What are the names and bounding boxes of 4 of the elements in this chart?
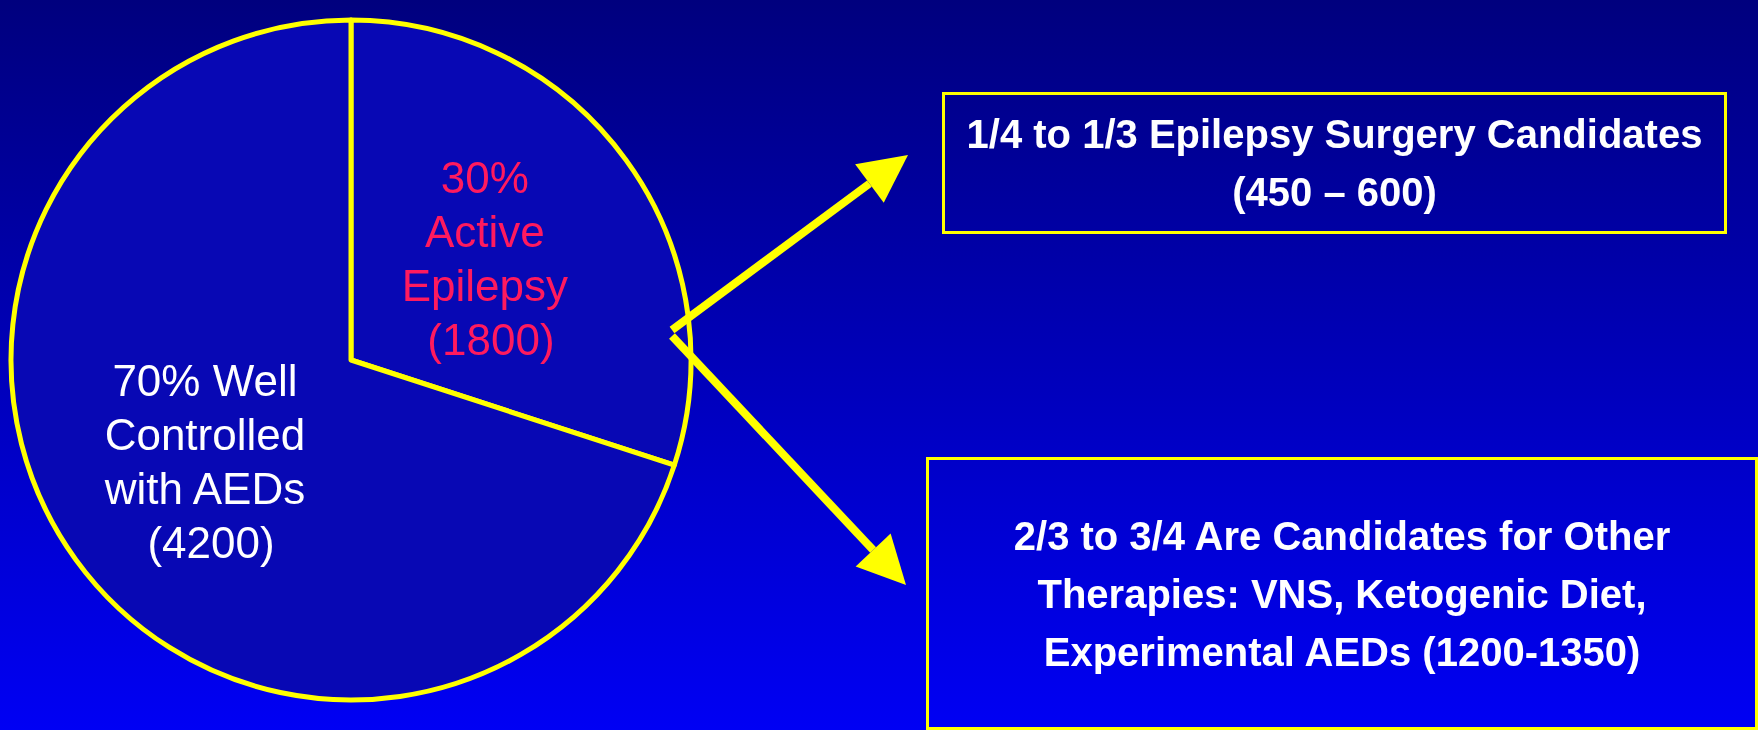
slice-label: 70% Well Controlled with AEDs (4200) [103, 356, 318, 568]
text: 2/3 to 3/4 Are Candidates for Other Therapies: VNS, Ketogenic Diet, Experimental AEDs (1200-1350) [926, 457, 1758, 730]
slice-label: 30% Active Epilepsy (1800) [401, 152, 581, 364]
text: 1/4 to 1/3 Epilepsy Surgery Candidates (450 – 600) [942, 92, 1727, 234]
